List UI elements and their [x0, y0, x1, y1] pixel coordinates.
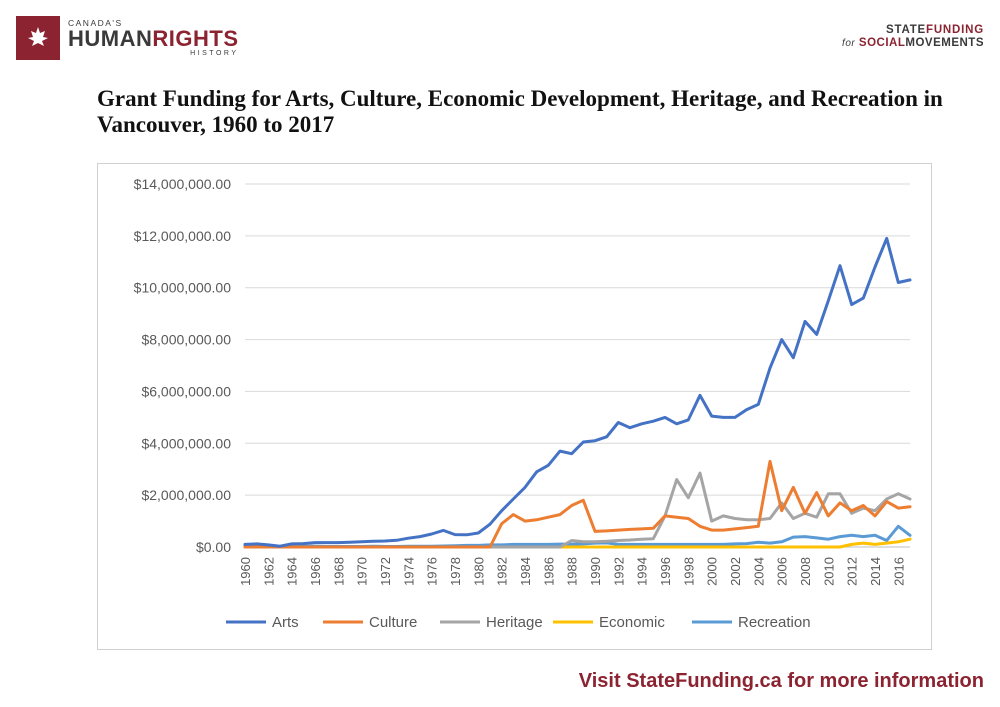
x-tick-label: 2014: [868, 557, 883, 586]
y-tick-label: $4,000,000.00: [141, 435, 231, 451]
x-tick-label: 2006: [775, 557, 790, 586]
legend-label-arts: Arts: [272, 614, 299, 631]
statefunding-logo: STATEFUNDING for SOCIALMOVEMENTS: [842, 24, 984, 49]
logo-main-text: HUMANRIGHTS: [68, 25, 239, 51]
logo-top-text: CANADA'S: [68, 18, 123, 29]
x-tick-label: 1986: [541, 557, 556, 586]
x-tick-label: 1996: [658, 557, 673, 586]
x-tick-label: 1964: [285, 557, 300, 586]
x-tick-label: 1990: [588, 557, 603, 586]
x-tick-label: 1980: [471, 557, 486, 586]
legend-label-recreation: Recreation: [738, 614, 811, 631]
x-tick-label: 2002: [728, 557, 743, 586]
x-tick-label: 2016: [891, 557, 906, 586]
x-tick-label: 1982: [495, 557, 510, 586]
x-tick-label: 1970: [355, 557, 370, 586]
y-tick-label: $6,000,000.00: [141, 383, 231, 399]
x-tick-label: 1998: [681, 557, 696, 586]
x-tick-label: 1972: [378, 557, 393, 586]
chart-title: Grant Funding for Arts, Culture, Economi…: [97, 86, 943, 137]
statefunding-logo-line2: for SOCIALMOVEMENTS: [842, 36, 984, 49]
x-tick-label: 1968: [331, 557, 346, 586]
x-tick-label: 1976: [425, 557, 440, 586]
footer-link[interactable]: Visit StateFunding.ca for more informati…: [578, 670, 984, 692]
x-tick-label: 1974: [401, 557, 416, 586]
x-tick-label: 1978: [448, 557, 463, 586]
x-tick-label: 2000: [705, 557, 720, 586]
x-tick-label: 1984: [518, 557, 533, 586]
x-tick-label: 1962: [261, 557, 276, 586]
legend-label-culture: Culture: [369, 614, 417, 631]
x-tick-label: 1992: [611, 557, 626, 586]
x-tick-label: 1966: [308, 557, 323, 586]
y-tick-label: $8,000,000.00: [141, 332, 231, 348]
series-line-arts: [243, 236, 912, 548]
x-tick-label: 2012: [845, 557, 860, 586]
x-tick-label: 1994: [635, 557, 650, 586]
legend-label-economic: Economic: [599, 614, 665, 631]
y-tick-label: $14,000,000.00: [134, 176, 232, 192]
y-tick-label: $12,000,000.00: [134, 228, 232, 244]
x-tick-label: 1988: [565, 557, 580, 586]
statefunding-logo-line1: STATEFUNDING: [886, 24, 984, 36]
series-line-culture: [243, 459, 912, 549]
x-tick-label: 1960: [238, 557, 253, 586]
y-tick-label: $10,000,000.00: [134, 280, 232, 296]
x-tick-label: 2008: [798, 557, 813, 586]
chart-frame: $0.00 $2,000,000.00 $4,000,000.00 $6,000,00…: [97, 163, 932, 650]
maple-leaf-icon: [16, 16, 60, 60]
humanrights-logo: CANADA'S HUMANRIGHTS HISTORY: [16, 16, 239, 60]
x-tick-label: 2004: [751, 557, 766, 586]
y-tick-label: $0.00: [196, 539, 231, 555]
line-chart: $0.00 $2,000,000.00 $4,000,000.00 $6,000,00…: [134, 176, 912, 631]
legend-label-heritage: Heritage: [486, 614, 543, 631]
x-tick-label: 2010: [821, 557, 836, 586]
logo-bottom-text: HISTORY: [190, 49, 239, 57]
y-tick-label: $2,000,000.00: [141, 487, 231, 503]
